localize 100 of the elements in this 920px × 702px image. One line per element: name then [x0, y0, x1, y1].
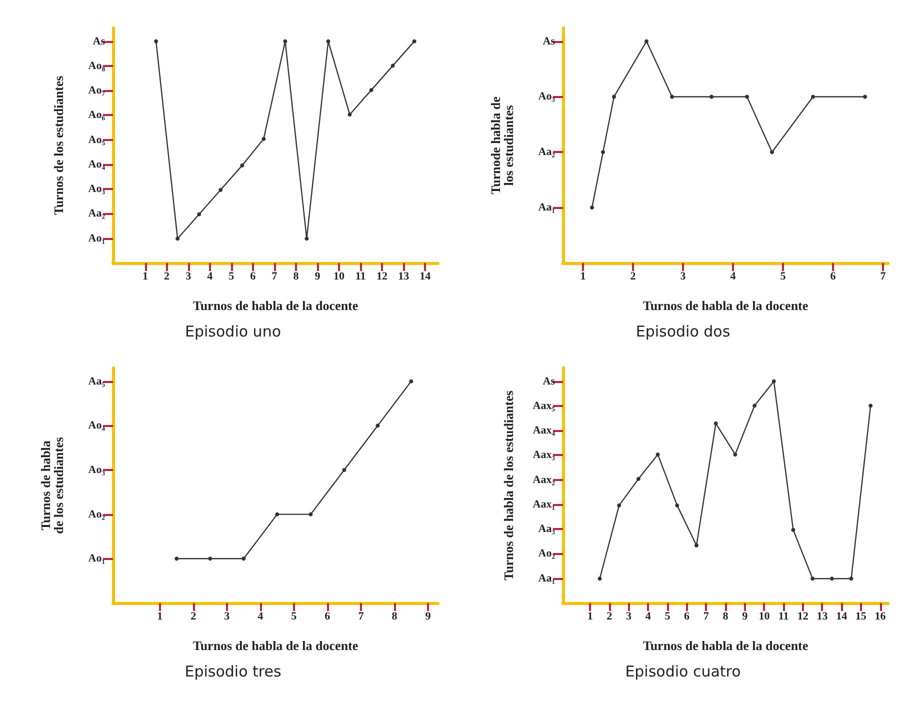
- x-tick-label: 9: [314, 270, 321, 282]
- x-tick-label: 2: [606, 610, 613, 622]
- point: [390, 64, 395, 68]
- point: [675, 503, 680, 508]
- text: Aa₁: [538, 202, 555, 214]
- point: [197, 212, 202, 216]
- text: Ao₅: [88, 134, 106, 146]
- x-tick-label: 5: [228, 270, 235, 282]
- point: [304, 236, 309, 241]
- x-tick-label: 3: [680, 270, 686, 282]
- point: [745, 94, 749, 99]
- x-tick-label: 5: [780, 270, 786, 282]
- x-tick-label: 8: [392, 610, 398, 622]
- point: [240, 163, 244, 168]
- x-tick-label: 13: [398, 270, 410, 282]
- text: Aa₂: [538, 146, 556, 158]
- point: [601, 150, 605, 154]
- x-tick-label: 2: [164, 270, 170, 282]
- x-tick-label: 14: [836, 610, 848, 622]
- x-tick-label: 3: [186, 270, 192, 282]
- x-tick-label: 5: [291, 610, 298, 622]
- x-tick-label: 9: [742, 610, 748, 622]
- x-tick-label: 10: [758, 610, 770, 622]
- x-tick-label: 1: [157, 610, 163, 622]
- point: [308, 512, 313, 516]
- x-tick-label: 12: [797, 610, 809, 622]
- text: Ao₆: [88, 109, 106, 122]
- point: [612, 94, 616, 99]
- point: [176, 236, 180, 241]
- point: [174, 556, 179, 561]
- text: Aa₁: [538, 572, 555, 584]
- point: [262, 136, 266, 141]
- text: Aax₁: [532, 498, 555, 510]
- x-tick-label: 4: [207, 270, 214, 282]
- point: [376, 424, 380, 428]
- point: [752, 404, 757, 408]
- point: [636, 476, 640, 481]
- point: [770, 150, 774, 154]
- x-tick-label: 11: [778, 610, 789, 622]
- x-axis-title: Turnos de habla de la docente: [192, 298, 358, 313]
- text: Ao₂: [538, 548, 556, 560]
- x-tick-label: 1: [142, 270, 148, 282]
- text: Episodio tres: [184, 662, 282, 680]
- text: As: [542, 35, 556, 48]
- point: [412, 39, 416, 44]
- text: Episodio cuatro: [625, 662, 741, 680]
- text: Aa₃: [538, 523, 556, 536]
- text: Aax₂: [532, 474, 556, 486]
- point: [342, 468, 346, 472]
- text: Ao₃: [538, 90, 556, 103]
- x-tick-label: 11: [355, 270, 366, 282]
- point: [849, 576, 854, 581]
- point: [283, 39, 288, 44]
- x-tick-label: 3: [224, 610, 230, 622]
- x-axis-title: Turnos de habla de la docente: [642, 298, 808, 313]
- x-tick-label: 4: [645, 610, 652, 622]
- y-axis-title: Turnos de los estudiantes: [51, 76, 66, 216]
- text: Ao₂: [88, 508, 106, 520]
- point: [590, 206, 594, 210]
- text: Aax₄: [532, 424, 556, 437]
- text: Ao₃: [88, 183, 106, 196]
- point: [863, 94, 867, 99]
- x-tick-label: 2: [190, 610, 197, 622]
- point: [694, 543, 698, 548]
- point: [644, 39, 648, 44]
- x-axis-title: Turnos de habla de la docente: [642, 638, 808, 653]
- text: Aa₂: [88, 208, 106, 220]
- x-tick-label: 7: [358, 610, 364, 622]
- point: [598, 576, 602, 581]
- point: [409, 379, 414, 384]
- text: Ao₃: [88, 464, 106, 476]
- text: Ao₁: [88, 552, 105, 565]
- point: [348, 112, 352, 116]
- text: Ao₈: [88, 60, 106, 72]
- x-tick-label: 6: [684, 610, 690, 622]
- x-tick-label: 8: [722, 610, 729, 622]
- x-tick-label: 16: [874, 610, 886, 622]
- x-axis-title: Turnos de habla de la docente: [192, 638, 358, 653]
- text: Aa₅: [88, 375, 106, 388]
- y-axis-title: Turnos de habla de los estudiantes: [501, 390, 516, 580]
- point: [772, 379, 776, 384]
- x-tick-label: 7: [272, 270, 278, 282]
- x-tick-label: 4: [730, 270, 736, 282]
- text: Aax₅: [532, 400, 556, 412]
- x-tick-label: 3: [626, 610, 632, 622]
- point: [791, 528, 796, 532]
- point: [617, 503, 622, 508]
- x-tick-label: 2: [630, 270, 636, 282]
- text: Ao₁: [88, 232, 105, 244]
- x-tick-label: 10: [333, 270, 345, 282]
- point: [154, 39, 158, 44]
- point: [868, 404, 873, 408]
- x-tick-label: 12: [376, 270, 388, 282]
- x-tick-label: 6: [324, 610, 331, 622]
- text: As: [542, 375, 556, 388]
- point: [326, 39, 330, 44]
- point: [369, 88, 374, 92]
- x-tick-label: 7: [703, 610, 710, 622]
- point: [670, 94, 674, 99]
- point: [656, 452, 660, 456]
